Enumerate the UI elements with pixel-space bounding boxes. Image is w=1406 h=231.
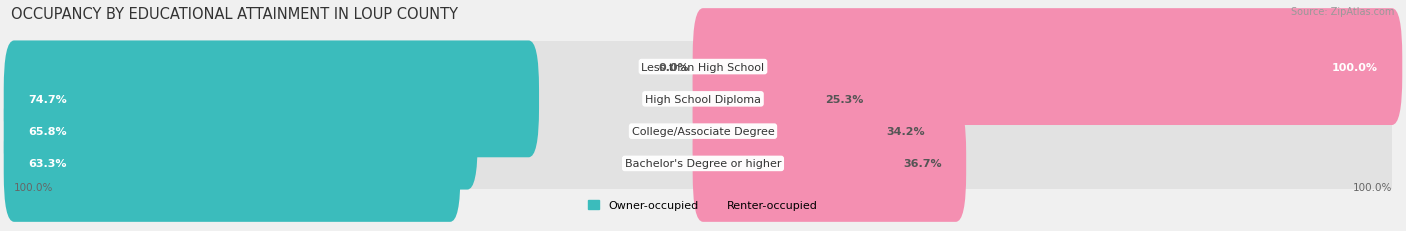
FancyBboxPatch shape [693,41,887,158]
FancyBboxPatch shape [693,106,966,222]
Text: College/Associate Degree: College/Associate Degree [631,127,775,137]
Text: 0.0%: 0.0% [658,62,689,72]
FancyBboxPatch shape [4,106,1402,222]
FancyBboxPatch shape [4,9,1402,125]
Text: 100.0%: 100.0% [1353,182,1392,192]
FancyBboxPatch shape [4,73,1402,190]
FancyBboxPatch shape [693,73,949,190]
Text: Bachelor's Degree or higher: Bachelor's Degree or higher [624,159,782,169]
Text: Source: ZipAtlas.com: Source: ZipAtlas.com [1291,7,1395,17]
Text: 25.3%: 25.3% [825,94,863,104]
Text: High School Diploma: High School Diploma [645,94,761,104]
Legend: Owner-occupied, Renter-occupied: Owner-occupied, Renter-occupied [588,200,818,210]
Text: 34.2%: 34.2% [886,127,925,137]
Text: 63.3%: 63.3% [28,159,66,169]
FancyBboxPatch shape [4,41,538,158]
Text: OCCUPANCY BY EDUCATIONAL ATTAINMENT IN LOUP COUNTY: OCCUPANCY BY EDUCATIONAL ATTAINMENT IN L… [11,7,458,22]
Text: 36.7%: 36.7% [904,159,942,169]
Text: 65.8%: 65.8% [28,127,66,137]
Text: 100.0%: 100.0% [14,182,53,192]
FancyBboxPatch shape [4,106,461,222]
FancyBboxPatch shape [693,9,1402,125]
FancyBboxPatch shape [4,41,1402,158]
Text: Less than High School: Less than High School [641,62,765,72]
FancyBboxPatch shape [4,73,478,190]
Text: 74.7%: 74.7% [28,94,66,104]
Text: 100.0%: 100.0% [1331,62,1378,72]
